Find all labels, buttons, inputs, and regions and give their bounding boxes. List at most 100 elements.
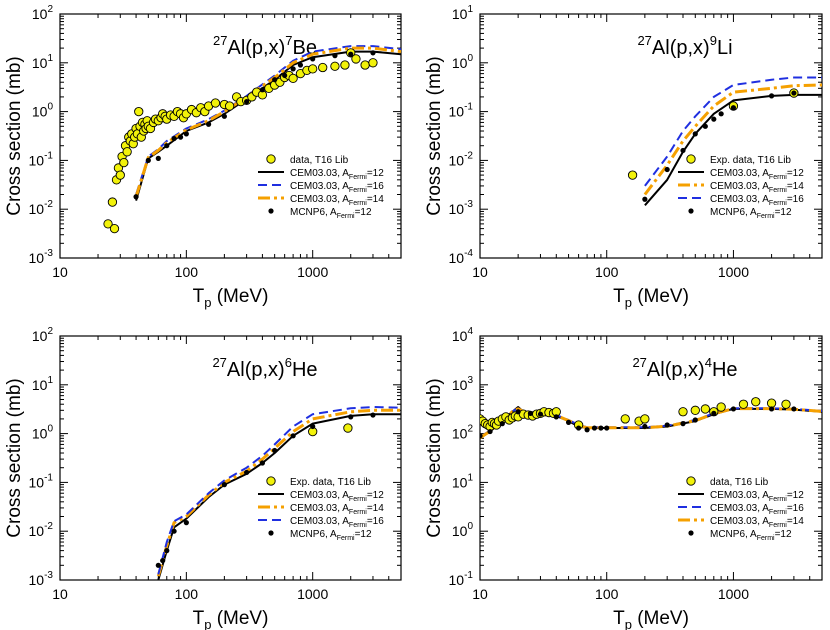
exp-data-point xyxy=(627,170,638,180)
y-tick-label: 10-3 xyxy=(449,199,474,217)
mcnp6-point xyxy=(244,99,250,105)
y-tick-label: 10-2 xyxy=(29,521,54,539)
legend-label: CEM03.03, AFermi=14 xyxy=(710,181,804,194)
exp-data-point xyxy=(343,423,353,433)
mcnp6-point xyxy=(527,410,534,416)
series-line-cem-a14 xyxy=(134,46,401,198)
x-tick-label: 100 xyxy=(595,264,619,280)
mcnp6-point xyxy=(348,51,354,57)
x-axis-label: Tp (MeV) xyxy=(613,608,689,630)
series-line-cem-a14 xyxy=(480,407,822,440)
plot-frame xyxy=(59,335,402,581)
mcnp6-point xyxy=(290,433,296,439)
exp-data-point xyxy=(620,414,630,424)
chart-title: 27Al(p,x)7Be xyxy=(213,33,317,59)
mcnp6-point xyxy=(664,422,670,428)
legend-label: Exp. data, T16 Lib xyxy=(290,477,371,488)
mcnp6-point xyxy=(244,469,250,476)
mcnp6-point xyxy=(310,423,316,430)
exp-data-point xyxy=(700,404,710,414)
legend-label: MCNP6, AFermi=12 xyxy=(710,529,792,542)
y-tick-label: 100 xyxy=(32,102,54,120)
x-tick-label: 1000 xyxy=(297,264,328,280)
mcnp6-point xyxy=(702,123,708,129)
x-tick-label: 1000 xyxy=(297,586,328,602)
plot-frame xyxy=(59,13,402,259)
mcnp6-point xyxy=(259,460,266,466)
legend-label: CEM03.03, AFermi=16 xyxy=(710,503,804,516)
mcnp6-point xyxy=(310,56,316,62)
panel-4he: 10 100 1000 10-1 100 101 102 103 104 Tp (MeV) Cros… xyxy=(424,326,823,630)
mcnp6-point xyxy=(791,90,797,96)
y-tick-label: 10-1 xyxy=(29,472,54,490)
legend-marker-mcnp6 xyxy=(268,208,274,214)
exp-data-point xyxy=(738,399,749,409)
exp-data-point xyxy=(115,170,125,180)
x-tick-label: 10 xyxy=(52,586,68,602)
exp-data-point xyxy=(368,58,378,68)
mcnp6-point xyxy=(282,72,288,79)
mcnp6-point xyxy=(642,423,648,430)
y-tick-label: 10-2 xyxy=(449,150,474,168)
legend-marker-mcnp6 xyxy=(268,530,274,536)
y-axis-label: Cross section (mb) xyxy=(424,56,445,215)
y-tick-label: 100 xyxy=(452,521,474,539)
mcnp6-point xyxy=(718,111,724,117)
mcnp6-point xyxy=(370,412,376,418)
exp-data-point xyxy=(751,397,761,407)
series-line-cem-a16 xyxy=(644,76,822,187)
mcnp6-point xyxy=(692,131,698,137)
mcnp6-point xyxy=(290,66,296,72)
y-tick-label: 10-2 xyxy=(29,199,54,217)
exp-data-point xyxy=(351,54,361,64)
exp-data-point xyxy=(678,407,688,417)
y-tick-label: 102 xyxy=(452,424,474,442)
panel-9li: 10 100 1000 10-4 10-3 10-2 10-1 100 101 Tp (MeV) C… xyxy=(424,4,823,310)
y-axis-label: Cross section (mb) xyxy=(4,378,25,537)
y-tick-label: 104 xyxy=(452,326,474,344)
mcnp6-point xyxy=(272,447,278,454)
mcnp6-point xyxy=(768,93,775,99)
legend-label: CEM03.03, AFermi=12 xyxy=(290,490,384,503)
x-tick-label: 10 xyxy=(52,264,68,280)
y-tick-label: 10-1 xyxy=(449,570,474,588)
mcnp6-point xyxy=(537,411,544,417)
mcnp6-point xyxy=(487,428,493,435)
legend-label: CEM03.03, AFermi=16 xyxy=(290,181,384,194)
mcnp6-point xyxy=(576,425,582,431)
mcnp6-point xyxy=(177,134,184,140)
exp-data-point xyxy=(122,147,132,157)
exp-data-point xyxy=(360,60,370,70)
mcnp6-point xyxy=(642,196,648,202)
y-tick-label: 101 xyxy=(452,472,474,490)
exp-data-point xyxy=(716,402,726,412)
mcnp6-point xyxy=(711,116,717,122)
y-tick-label: 10-1 xyxy=(449,102,474,120)
legend-label: data, T16 Lib xyxy=(290,155,349,166)
mcnp6-point xyxy=(553,414,559,420)
mcnp6-point xyxy=(515,409,521,415)
legend-label: data, T16 Lib xyxy=(710,477,769,488)
mcnp6-point xyxy=(183,131,189,137)
legend-label: Exp. data, T16 Lib xyxy=(710,155,791,166)
mcnp6-point xyxy=(183,520,189,526)
panel-7be: 10 100 1000 10-3 10-2 10-1 100 101 102 Tp (MeV) Cr… xyxy=(4,4,402,310)
legend-label: MCNP6, AFermi=12 xyxy=(290,207,372,220)
series-line-cem-a12 xyxy=(644,93,822,206)
legend-label: CEM03.03, AFermi=12 xyxy=(710,490,804,503)
mcnp6-point xyxy=(155,155,161,161)
mcnp6-point xyxy=(133,194,139,200)
legend-label: CEM03.03, AFermi=12 xyxy=(710,168,804,181)
legend-label: MCNP6, AFermi=12 xyxy=(710,207,792,220)
mcnp6-point xyxy=(205,121,212,127)
mcnp6-point xyxy=(692,417,698,423)
mcnp6-point xyxy=(711,410,717,416)
y-tick-label: 101 xyxy=(452,4,474,22)
mcnp6-point xyxy=(499,421,505,427)
exp-data-point xyxy=(340,60,350,70)
y-tick-label: 10-3 xyxy=(29,570,54,588)
exp-data-point xyxy=(107,197,118,207)
mcnp6-point xyxy=(272,77,278,83)
y-tick-label: 101 xyxy=(32,53,54,71)
